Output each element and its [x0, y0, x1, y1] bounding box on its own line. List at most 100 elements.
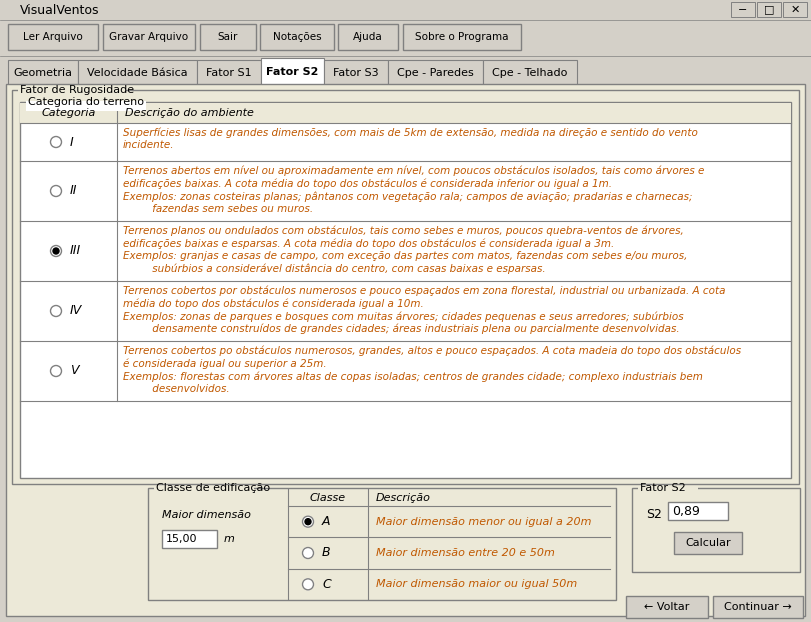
Circle shape — [303, 547, 314, 559]
Text: □: □ — [764, 4, 775, 14]
Text: desenvolvidos.: desenvolvidos. — [123, 384, 230, 394]
Bar — [20, 103, 791, 123]
Text: edificações baixas. A cota média do topo dos obstáculos é considerada inferior o: edificações baixas. A cota média do topo… — [123, 179, 612, 189]
Text: 0,89: 0,89 — [672, 504, 700, 518]
Bar — [148, 488, 616, 600]
Text: VisualVentos: VisualVentos — [20, 4, 100, 17]
Bar — [8, 24, 98, 50]
Text: Exemplos: florestas com árvores altas de copas isoladas; centros de grandes cida: Exemplos: florestas com árvores altas de… — [123, 371, 703, 381]
Bar — [0, 0, 811, 20]
Bar — [20, 102, 791, 478]
Bar — [26, 101, 146, 111]
Text: Cpe - Telhado: Cpe - Telhado — [492, 68, 568, 78]
Bar — [0, 20, 811, 56]
Text: Geometria: Geometria — [14, 68, 72, 78]
Bar — [757, 2, 781, 17]
Bar — [403, 24, 521, 50]
Bar — [674, 532, 742, 554]
Text: Gravar Arquivo: Gravar Arquivo — [109, 32, 189, 42]
Text: ← Voltar: ← Voltar — [644, 602, 689, 612]
Text: Fator S2: Fator S2 — [640, 483, 686, 493]
Text: edificações baixas e esparsas. A cota média do topo dos obstáculos é considerada: edificações baixas e esparsas. A cota mé… — [123, 238, 614, 249]
Bar — [668, 502, 728, 520]
Text: Maior dimensão maior ou igual 50m: Maior dimensão maior ou igual 50m — [376, 579, 577, 589]
Bar — [626, 596, 708, 618]
Text: Categoria: Categoria — [41, 108, 96, 118]
Bar — [0, 56, 811, 86]
Text: Ajuda: Ajuda — [353, 32, 383, 42]
Text: densamente construídos de grandes cidades; áreas industriais plena ou parcialmen: densamente construídos de grandes cidade… — [123, 323, 680, 334]
Text: Calcular: Calcular — [685, 538, 731, 548]
Bar — [162, 530, 217, 548]
Text: 15,00: 15,00 — [166, 534, 198, 544]
Bar — [6, 84, 805, 616]
Text: Fator S1: Fator S1 — [206, 68, 251, 78]
Text: −: − — [738, 4, 748, 14]
Text: A: A — [322, 515, 331, 528]
Text: Terrenos abertos em nível ou aproximadamente em nível, com poucos obstáculos iso: Terrenos abertos em nível ou aproximadam… — [123, 166, 705, 177]
Text: m: m — [224, 534, 235, 544]
Text: Exemplos: zonas costeiras planas; pântanos com vegetação rala; campos de aviação: Exemplos: zonas costeiras planas; pântan… — [123, 191, 693, 202]
Text: é considerada igual ou superior a 25m.: é considerada igual ou superior a 25m. — [123, 358, 327, 369]
Bar — [261, 58, 324, 86]
Bar — [8, 60, 78, 86]
Text: Superfícies lisas de grandes dimensões, com mais de 5km de extensão, medida na d: Superfícies lisas de grandes dimensões, … — [123, 128, 698, 139]
Text: C: C — [322, 578, 331, 591]
Text: S2: S2 — [646, 508, 662, 521]
Circle shape — [53, 248, 59, 254]
Circle shape — [50, 366, 62, 376]
Bar — [200, 24, 256, 50]
Circle shape — [50, 246, 62, 256]
Text: Exemplos: zonas de parques e bosques com muitas árvores; cidades pequenas e seus: Exemplos: zonas de parques e bosques com… — [123, 311, 684, 322]
Text: Descrição do ambiente: Descrição do ambiente — [125, 108, 254, 118]
Circle shape — [303, 579, 314, 590]
Text: Classe: Classe — [310, 493, 346, 503]
Text: fazendas sem sebes ou muros.: fazendas sem sebes ou muros. — [123, 203, 313, 213]
Text: Terrenos cobertos po obstáculos numerosos, grandes, altos e pouco espaçados. A c: Terrenos cobertos po obstáculos numeroso… — [123, 346, 741, 356]
Text: Fator de Rugosidade: Fator de Rugosidade — [20, 85, 134, 95]
Bar — [260, 24, 334, 50]
Text: Continuar →: Continuar → — [724, 602, 792, 612]
Bar — [783, 2, 807, 17]
Bar — [18, 89, 126, 99]
Text: II: II — [70, 185, 78, 198]
Text: Velocidade Básica: Velocidade Básica — [88, 68, 188, 78]
Bar — [197, 60, 261, 86]
Bar — [103, 24, 195, 50]
Text: Maior dimensão entre 20 e 50m: Maior dimensão entre 20 e 50m — [376, 548, 555, 558]
Text: III: III — [70, 244, 81, 258]
Text: Categoria do terreno: Categoria do terreno — [28, 97, 144, 107]
Text: B: B — [322, 547, 331, 560]
Circle shape — [50, 185, 62, 197]
Text: I: I — [70, 136, 74, 149]
Text: Exemplos: granjas e casas de campo, com exceção das partes com matos, fazendas c: Exemplos: granjas e casas de campo, com … — [123, 251, 688, 261]
Text: IV: IV — [70, 305, 82, 317]
Text: Fator S3: Fator S3 — [333, 68, 379, 78]
Text: Sair: Sair — [218, 32, 238, 42]
Text: Descrição: Descrição — [376, 493, 431, 503]
Circle shape — [50, 305, 62, 317]
Text: ✕: ✕ — [790, 4, 800, 14]
Bar — [78, 60, 197, 86]
Circle shape — [305, 519, 311, 525]
Bar — [638, 487, 698, 497]
Text: Classe de edificação: Classe de edificação — [156, 483, 270, 493]
Text: Sobre o Programa: Sobre o Programa — [415, 32, 508, 42]
Bar — [388, 60, 483, 86]
Text: Notações: Notações — [272, 32, 321, 42]
Bar — [324, 60, 388, 86]
Text: Terrenos planos ou ondulados com obstáculos, tais como sebes e muros, poucos que: Terrenos planos ou ondulados com obstácu… — [123, 226, 684, 236]
Bar — [12, 90, 799, 484]
Circle shape — [303, 516, 314, 527]
Text: V: V — [70, 364, 79, 378]
Bar — [731, 2, 755, 17]
Text: Ler Arquivo: Ler Arquivo — [24, 32, 83, 42]
Bar — [483, 60, 577, 86]
Text: Fator S2: Fator S2 — [266, 67, 319, 77]
Text: Cpe - Paredes: Cpe - Paredes — [397, 68, 474, 78]
Bar — [154, 487, 254, 497]
Bar — [632, 488, 800, 572]
Bar — [713, 596, 803, 618]
Circle shape — [50, 136, 62, 147]
Text: Terrenos cobertos por obstáculos numerosos e pouco espaçados em zona florestal, : Terrenos cobertos por obstáculos numeros… — [123, 286, 726, 297]
